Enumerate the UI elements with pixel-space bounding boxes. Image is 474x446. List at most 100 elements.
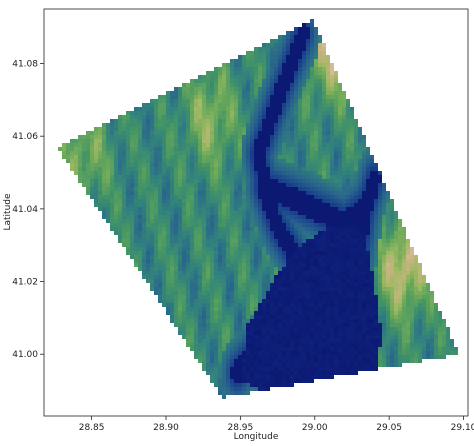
elevation-cell — [190, 135, 194, 139]
elevation-cell — [286, 315, 290, 319]
elevation-cell — [318, 303, 322, 307]
elevation-cell — [286, 343, 290, 347]
elevation-cell — [274, 71, 278, 75]
elevation-cell — [414, 351, 418, 355]
elevation-cell — [262, 251, 266, 255]
elevation-cell — [226, 123, 230, 127]
elevation-cell — [294, 295, 298, 299]
elevation-cell — [358, 323, 362, 327]
elevation-cell — [110, 215, 114, 219]
elevation-cell — [202, 215, 206, 219]
elevation-cell — [62, 147, 66, 151]
elevation-cell — [226, 231, 230, 235]
elevation-cell — [346, 263, 350, 267]
elevation-cell — [194, 191, 198, 195]
elevation-cell — [282, 215, 286, 219]
elevation-cell — [202, 191, 206, 195]
elevation-cell — [262, 299, 266, 303]
elevation-cell — [230, 111, 234, 115]
elevation-cell — [238, 75, 242, 79]
elevation-cell — [202, 171, 206, 175]
elevation-cell — [294, 139, 298, 143]
elevation-cell — [306, 91, 310, 95]
elevation-cell — [94, 127, 98, 131]
elevation-cell — [230, 103, 234, 107]
elevation-cell — [250, 327, 254, 331]
elevation-cell — [230, 215, 234, 219]
elevation-cell — [166, 227, 170, 231]
elevation-cell — [222, 143, 226, 147]
elevation-cell — [222, 279, 226, 283]
elevation-cell — [142, 231, 146, 235]
elevation-cell — [346, 287, 350, 291]
elevation-cell — [214, 279, 218, 283]
elevation-cell — [390, 223, 394, 227]
elevation-cell — [386, 243, 390, 247]
elevation-cell — [258, 243, 262, 247]
elevation-cell — [174, 247, 178, 251]
elevation-cell — [286, 311, 290, 315]
elevation-cell — [366, 223, 370, 227]
elevation-cell — [346, 187, 350, 191]
elevation-cell — [122, 179, 126, 183]
elevation-cell — [174, 263, 178, 267]
elevation-cell — [98, 143, 102, 147]
elevation-cell — [162, 183, 166, 187]
elevation-cell — [202, 159, 206, 163]
elevation-cell — [334, 199, 338, 203]
elevation-cell — [110, 199, 114, 203]
elevation-cell — [194, 99, 198, 103]
elevation-cell — [306, 151, 310, 155]
elevation-cell — [342, 315, 346, 319]
elevation-cell — [286, 143, 290, 147]
elevation-cell — [250, 307, 254, 311]
elevation-cell — [246, 103, 250, 107]
elevation-cell — [430, 291, 434, 295]
elevation-cell — [210, 87, 214, 91]
elevation-cell — [162, 271, 166, 275]
elevation-cell — [334, 111, 338, 115]
elevation-cell — [282, 251, 286, 255]
elevation-cell — [138, 219, 142, 223]
elevation-cell — [194, 323, 198, 327]
elevation-cell — [342, 347, 346, 351]
elevation-cell — [210, 227, 214, 231]
elevation-cell — [294, 279, 298, 283]
elevation-cell — [102, 147, 106, 151]
elevation-cell — [250, 275, 254, 279]
elevation-cell — [266, 75, 270, 79]
elevation-cell — [190, 251, 194, 255]
elevation-cell — [134, 139, 138, 143]
elevation-cell — [338, 195, 342, 199]
elevation-cell — [234, 131, 238, 135]
elevation-cell — [186, 115, 190, 119]
elevation-cell — [94, 139, 98, 143]
elevation-cell — [402, 311, 406, 315]
elevation-cell — [190, 331, 194, 335]
elevation-cell — [202, 199, 206, 203]
elevation-cell — [214, 211, 218, 215]
elevation-cell — [270, 75, 274, 79]
elevation-cell — [218, 215, 222, 219]
elevation-cell — [294, 155, 298, 159]
elevation-cell — [330, 331, 334, 335]
elevation-cell — [106, 207, 110, 211]
elevation-cell — [350, 335, 354, 339]
elevation-cell — [250, 323, 254, 327]
elevation-cell — [306, 107, 310, 111]
elevation-cell — [74, 147, 78, 151]
elevation-cell — [182, 263, 186, 267]
elevation-cell — [314, 347, 318, 351]
elevation-cell — [302, 255, 306, 259]
elevation-cell — [190, 191, 194, 195]
elevation-cell — [154, 263, 158, 267]
elevation-cell — [102, 199, 106, 203]
elevation-cell — [326, 247, 330, 251]
elevation-cell — [442, 335, 446, 339]
elevation-cell — [182, 235, 186, 239]
elevation-cell — [270, 295, 274, 299]
elevation-cell — [314, 319, 318, 323]
elevation-cell — [166, 187, 170, 191]
elevation-cell — [238, 191, 242, 195]
elevation-cell — [374, 227, 378, 231]
